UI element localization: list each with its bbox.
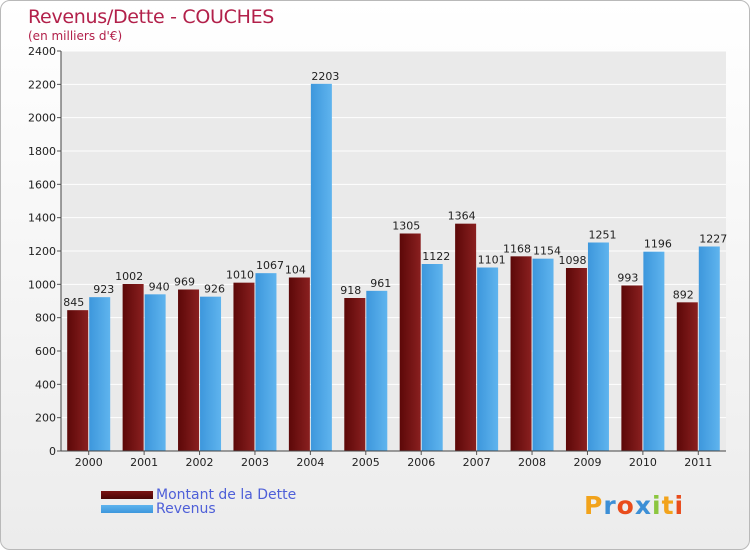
data-label-revenus: 961 bbox=[370, 277, 391, 290]
y-tick-label: 1000 bbox=[28, 278, 56, 291]
bar-revenus bbox=[643, 251, 665, 451]
data-label-dette: 969 bbox=[174, 276, 195, 289]
bar-revenus bbox=[477, 267, 499, 451]
data-label-dette: 993 bbox=[617, 272, 638, 285]
y-tick-label: 1400 bbox=[28, 212, 56, 225]
bar-revenus bbox=[144, 294, 166, 451]
x-tick-label: 2008 bbox=[518, 456, 546, 469]
bar-dette bbox=[399, 233, 421, 451]
y-tick-label: 800 bbox=[35, 312, 56, 325]
x-tick-label: 2006 bbox=[407, 456, 435, 469]
legend-item-dette: Montant de la Dette bbox=[101, 487, 296, 503]
data-label-revenus: 1196 bbox=[644, 238, 672, 251]
bar-dette bbox=[67, 310, 89, 451]
bar-revenus bbox=[421, 264, 443, 451]
legend-label-dette: Montant de la Dette bbox=[156, 487, 297, 503]
y-tick-label: 2400 bbox=[28, 45, 56, 58]
y-tick-label: 2000 bbox=[28, 112, 56, 125]
data-label-dette: 1305 bbox=[392, 220, 420, 233]
logo-letter: x bbox=[634, 491, 652, 520]
y-tick-label: 0 bbox=[49, 445, 56, 458]
y-tick-label: 1600 bbox=[28, 178, 56, 191]
x-tick-label: 2004 bbox=[296, 456, 324, 469]
bar-dette bbox=[344, 298, 366, 451]
bar-dette bbox=[233, 282, 255, 451]
bar-revenus bbox=[89, 297, 111, 451]
legend-swatch-revenus bbox=[101, 505, 153, 513]
bar-dette bbox=[288, 277, 310, 451]
x-tick-label: 2000 bbox=[75, 456, 103, 469]
data-label-revenus: 1251 bbox=[588, 229, 616, 242]
logo-letter: r bbox=[603, 491, 617, 520]
logo-letter: i bbox=[674, 491, 685, 520]
logo-letter: P bbox=[584, 491, 604, 520]
bar-dette bbox=[178, 289, 200, 451]
data-label-dette: 918 bbox=[340, 284, 361, 297]
bar-dette bbox=[510, 256, 532, 451]
bar-revenus bbox=[255, 273, 277, 451]
y-tick-label: 400 bbox=[35, 378, 56, 391]
logo-letter: t bbox=[661, 491, 675, 520]
bar-revenus bbox=[200, 296, 222, 451]
x-tick-label: 2010 bbox=[629, 456, 657, 469]
legend-swatch-dette bbox=[101, 491, 153, 499]
y-tick-label: 1200 bbox=[28, 245, 56, 258]
x-tick-label: 2007 bbox=[463, 456, 491, 469]
legend-label-revenus: Revenus bbox=[156, 501, 216, 517]
data-label-dette: 1168 bbox=[503, 242, 531, 255]
bar-dette bbox=[565, 268, 587, 451]
logo-letter: o bbox=[616, 491, 635, 520]
y-tick-label: 1800 bbox=[28, 145, 56, 158]
y-tick-label: 600 bbox=[35, 345, 56, 358]
data-label-revenus: 926 bbox=[204, 283, 225, 296]
x-tick-label: 2002 bbox=[186, 456, 214, 469]
x-tick-label: 2005 bbox=[352, 456, 380, 469]
data-label-revenus: 1067 bbox=[256, 259, 284, 272]
data-label-revenus: 923 bbox=[93, 283, 114, 296]
legend-item-revenus: Revenus bbox=[101, 501, 216, 517]
bar-revenus bbox=[698, 246, 720, 451]
data-label-revenus: 940 bbox=[149, 280, 170, 293]
x-tick-label: 2003 bbox=[241, 456, 269, 469]
proxiti-logo: Proxiti bbox=[584, 491, 684, 520]
bar-dette bbox=[621, 285, 643, 451]
data-label-revenus: 1101 bbox=[478, 254, 506, 267]
y-tick-label: 2200 bbox=[28, 78, 56, 91]
bar-revenus bbox=[310, 83, 332, 451]
logo-letter: i bbox=[652, 491, 662, 520]
bar-dette bbox=[455, 223, 477, 451]
data-label-revenus: 2203 bbox=[311, 70, 339, 83]
bar-dette bbox=[676, 302, 698, 451]
data-label-dette: 1010 bbox=[226, 269, 254, 282]
data-label-dette: 845 bbox=[63, 296, 84, 309]
bar-revenus bbox=[532, 258, 554, 451]
data-label-dette: 104 bbox=[285, 264, 306, 277]
data-label-revenus: 1227 bbox=[699, 233, 727, 246]
bar-revenus bbox=[587, 242, 609, 451]
data-label-dette: 892 bbox=[673, 288, 694, 301]
data-label-dette: 1002 bbox=[115, 270, 143, 283]
x-tick-label: 2011 bbox=[684, 456, 712, 469]
chart-title: Revenus/Dette - COUCHES bbox=[28, 6, 275, 28]
data-label-revenus: 1154 bbox=[533, 245, 561, 258]
bar-revenus bbox=[366, 290, 388, 451]
x-tick-label: 2001 bbox=[130, 456, 158, 469]
data-label-dette: 1098 bbox=[558, 254, 586, 267]
bar-dette bbox=[122, 284, 144, 451]
data-label-revenus: 1122 bbox=[422, 250, 450, 263]
data-label-dette: 1364 bbox=[448, 210, 476, 223]
chart-subtitle: (en milliers d'€) bbox=[28, 29, 123, 43]
y-tick-label: 200 bbox=[35, 412, 56, 425]
x-tick-label: 2009 bbox=[573, 456, 601, 469]
